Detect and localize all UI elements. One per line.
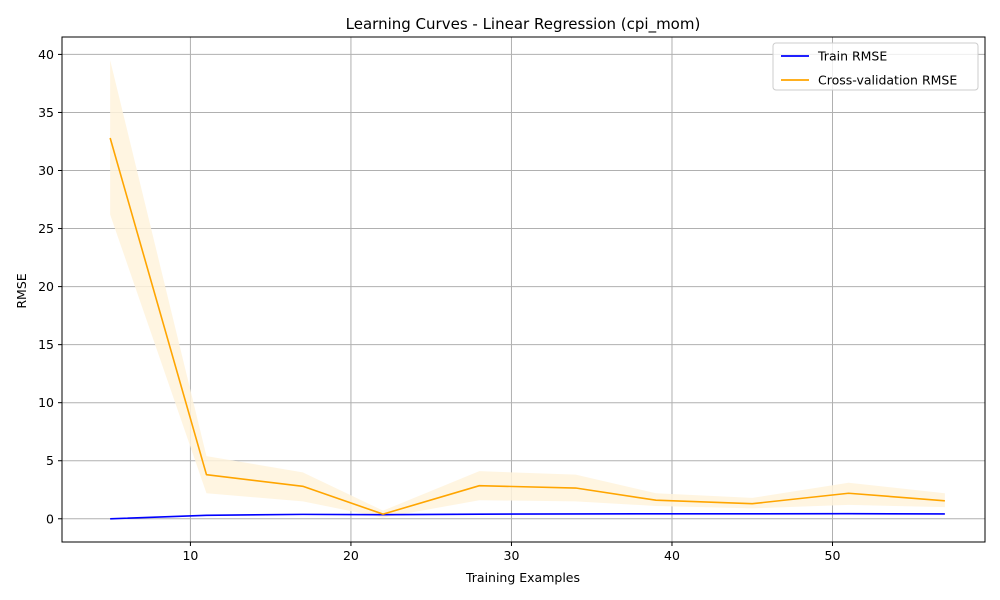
confidence-bands bbox=[110, 60, 945, 519]
y-axis-label: RMSE bbox=[14, 273, 29, 308]
y-tick-label: 15 bbox=[38, 337, 54, 352]
x-tick-label: 40 bbox=[664, 548, 680, 563]
y-tick-label: 5 bbox=[46, 453, 54, 468]
cv-std-band bbox=[110, 60, 945, 518]
x-tick-label: 20 bbox=[343, 548, 359, 563]
series-lines bbox=[109, 137, 945, 520]
chart-title: Learning Curves - Linear Regression (cpi… bbox=[346, 15, 701, 34]
y-tick-label: 25 bbox=[38, 221, 54, 236]
x-tick-label: 30 bbox=[504, 548, 520, 563]
legend: Train RMSE Cross-validation RMSE bbox=[772, 42, 979, 91]
cv-rmse-line bbox=[109, 137, 945, 515]
y-axis-ticks: 0 5 10 15 20 25 30 35 40 bbox=[38, 47, 62, 526]
train-rmse-line bbox=[110, 512, 945, 520]
y-tick-label: 0 bbox=[46, 511, 54, 526]
x-axis-ticks: 10 20 30 40 50 bbox=[182, 542, 841, 563]
x-axis-label: Training Examples bbox=[465, 570, 580, 585]
legend-train-label: Train RMSE bbox=[817, 49, 887, 64]
y-tick-label: 35 bbox=[38, 105, 54, 120]
x-tick-label: 50 bbox=[825, 548, 841, 563]
y-tick-label: 10 bbox=[38, 395, 54, 410]
x-tick-label: 10 bbox=[182, 548, 198, 563]
y-tick-label: 20 bbox=[38, 279, 54, 294]
plot-frame bbox=[61, 36, 986, 543]
legend-box bbox=[772, 42, 979, 91]
y-tick-label: 40 bbox=[38, 47, 54, 62]
y-tick-label: 30 bbox=[38, 163, 54, 178]
legend-cv-label: Cross-validation RMSE bbox=[818, 73, 957, 88]
